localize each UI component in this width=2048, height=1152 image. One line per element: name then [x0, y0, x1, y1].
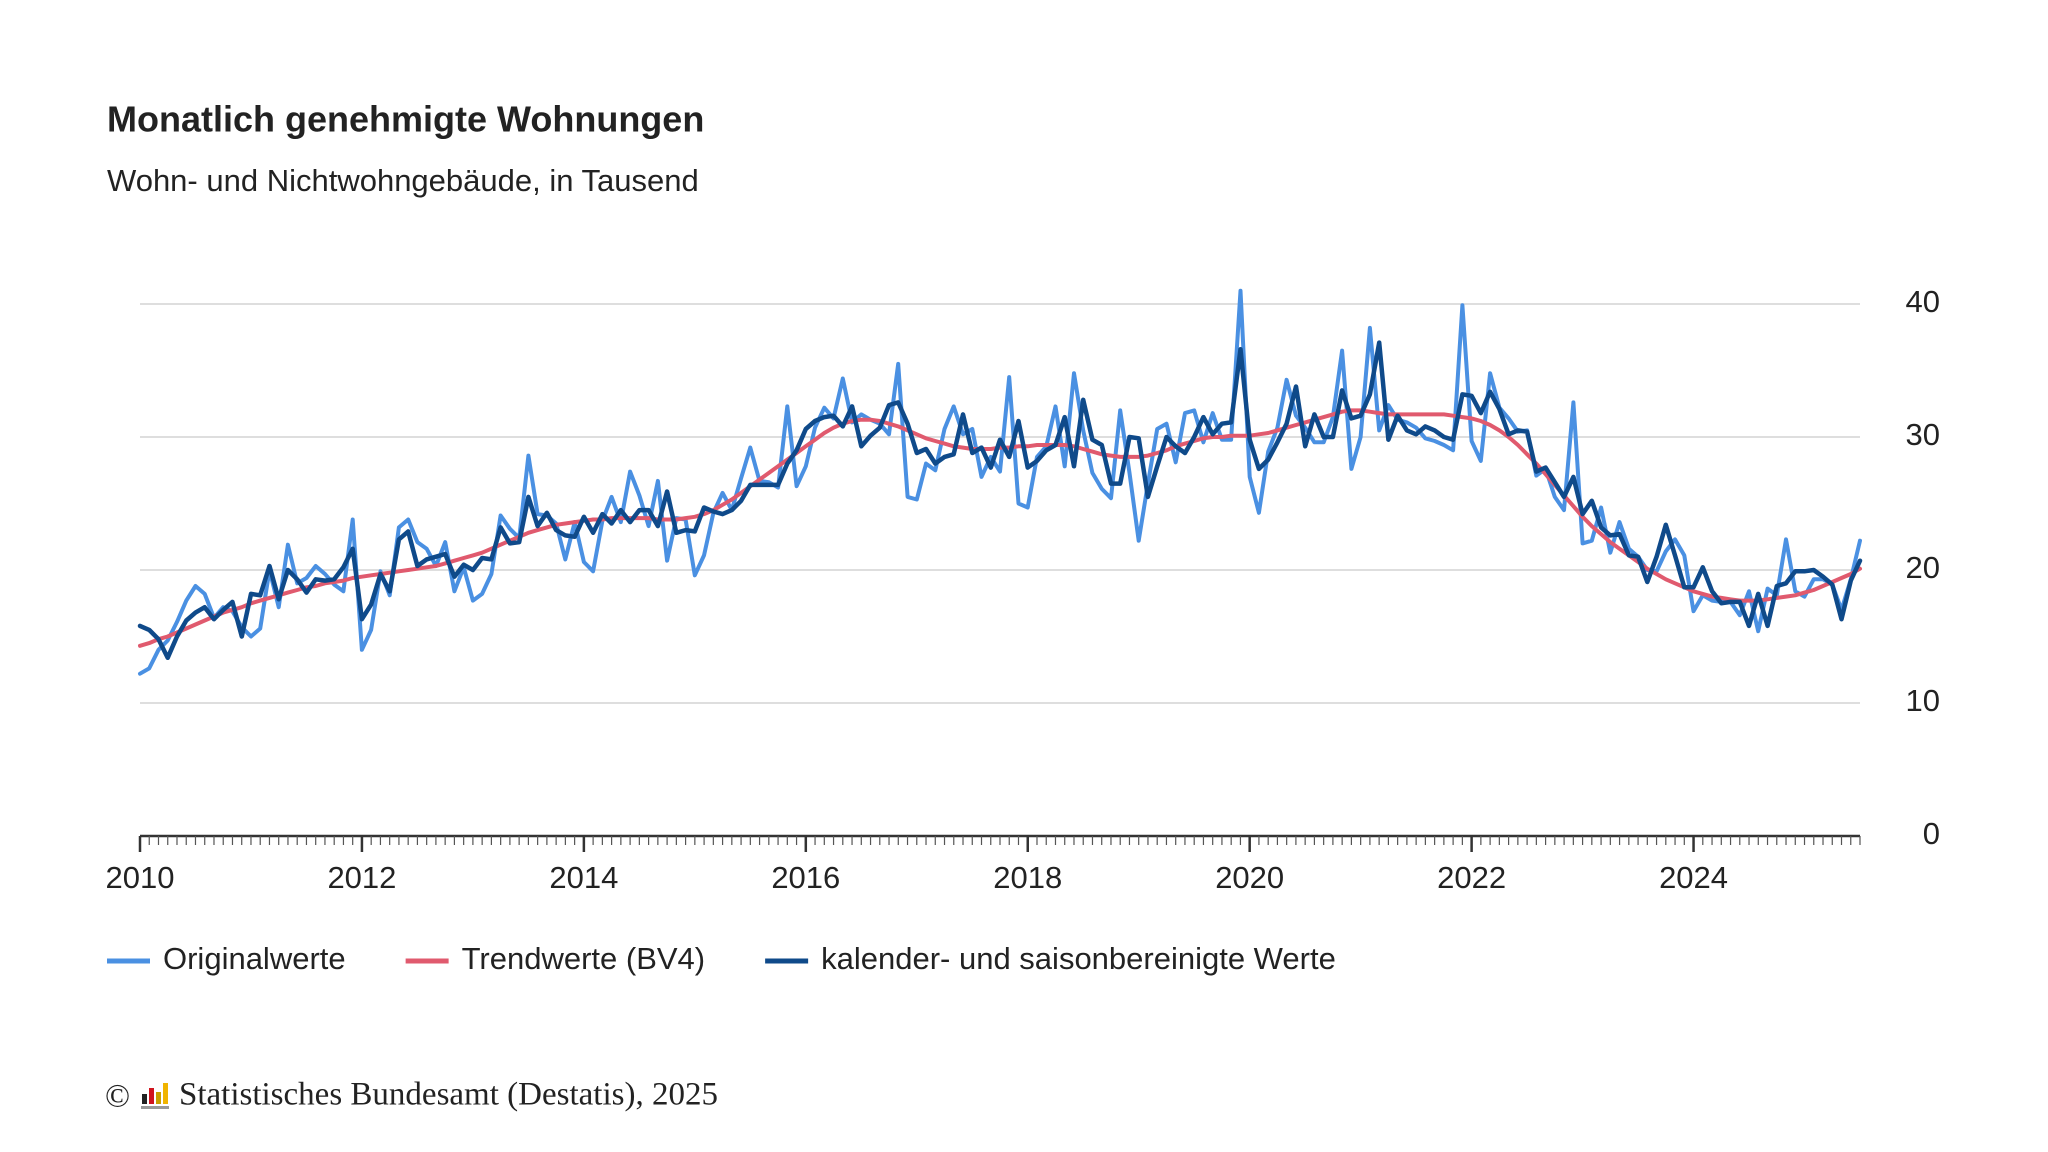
x-tick-label: 2016 — [771, 860, 840, 895]
series-line — [138, 288, 1862, 676]
y-tick-label: 30 — [1906, 417, 1940, 452]
series-line — [137, 340, 1863, 661]
y-tick-label: 10 — [1906, 683, 1940, 718]
legend-label: Originalwerte — [163, 941, 346, 976]
y-tick-label: 0 — [1923, 816, 1940, 851]
x-tick-label: 2022 — [1437, 860, 1506, 895]
x-tick-label: 2012 — [327, 860, 396, 895]
y-tick-label: 20 — [1906, 550, 1940, 585]
x-tick-label: 2024 — [1659, 860, 1728, 895]
chart-title: Monatlich genehmigte Wohnungen — [107, 99, 704, 140]
x-tick-label: 2014 — [549, 860, 618, 895]
legend-item: kalender- und saisonbereinigte Werte — [765, 941, 1336, 976]
copyright: © — [105, 1079, 130, 1115]
x-tick-label: 2020 — [1215, 860, 1284, 895]
legend-item: Trendwerte (BV4) — [405, 941, 706, 976]
y-tick-label: 40 — [1906, 284, 1940, 319]
legend-item: Originalwerte — [107, 941, 346, 976]
chart-subtitle: Wohn- und Nichtwohngebäude, in Tausend — [107, 163, 699, 198]
logo — [141, 1083, 169, 1109]
legend-label: kalender- und saisonbereinigte Werte — [821, 941, 1336, 976]
legend-label: Trendwerte (BV4) — [462, 941, 706, 976]
source: Statistisches Bundesamt (Destatis), 2025 — [179, 1077, 718, 1113]
series-line — [138, 408, 1862, 648]
x-tick-label: 2010 — [106, 860, 175, 895]
x-tick-label: 2018 — [993, 860, 1062, 895]
